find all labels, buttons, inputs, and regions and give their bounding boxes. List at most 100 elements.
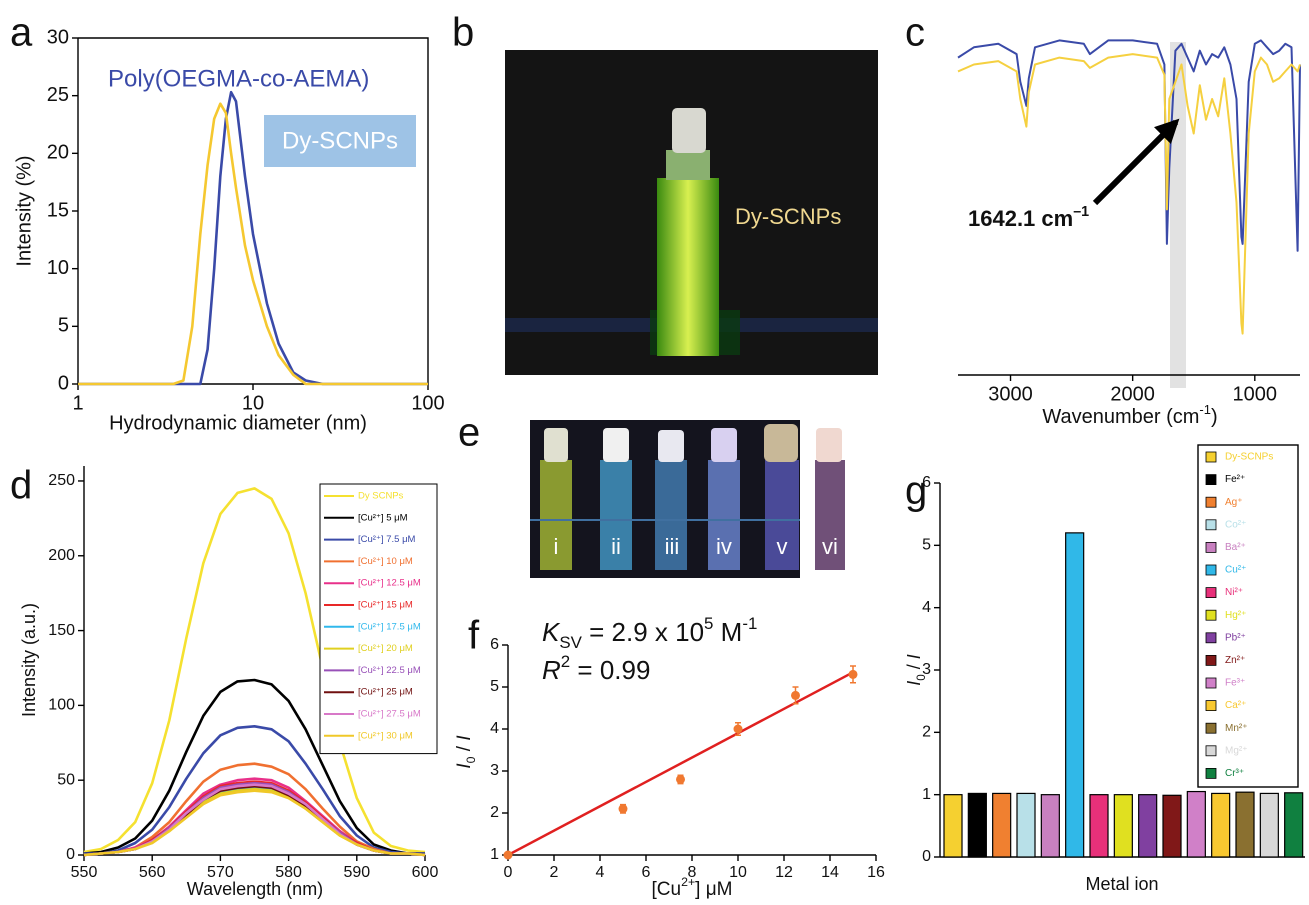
series-line: [83, 762, 426, 857]
legend-swatch: [1205, 587, 1217, 598]
bar: [1235, 791, 1255, 858]
y-axis-label: Intensity (a.u.): [19, 603, 39, 717]
legend-label: Cu²⁺: [1225, 565, 1246, 576]
bar: [1089, 794, 1109, 858]
bar: [1259, 792, 1279, 858]
legend-swatch: [1205, 745, 1217, 757]
legend-swatch: [1205, 519, 1217, 531]
x-axis-label: Wavenumber (cm-1): [1042, 402, 1217, 428]
x-tick-label: 12: [775, 864, 793, 881]
legend-label: Poly(OEGMA-co-AEMA): [108, 65, 369, 92]
data-point: [733, 724, 743, 734]
cuvette-label: iv: [716, 534, 732, 559]
x-tick-label: 550: [71, 864, 98, 881]
annotation: KSV = 2.9 x 105 M-1: [542, 614, 757, 652]
y-tick-label: 10: [47, 257, 69, 279]
x-tick-label: 590: [343, 864, 370, 881]
y-tick-label: 30: [47, 26, 69, 48]
legend-box: [319, 483, 438, 755]
bar: [1211, 792, 1231, 858]
x-tick-label: 1: [72, 392, 83, 414]
y-tick-label: 5: [58, 315, 69, 337]
series-line: [957, 39, 1301, 252]
y-tick-label: 5: [922, 537, 931, 554]
text-part: /: [454, 741, 475, 757]
y-tick-label: 2: [922, 724, 931, 741]
y-tick-label: 100: [48, 697, 75, 714]
legend-label: Co²⁺: [1225, 519, 1246, 530]
text-part: I: [904, 654, 924, 659]
legend-label: Mg²⁺: [1225, 745, 1248, 756]
legend-box: [264, 115, 416, 167]
cuvette-label: vi: [822, 534, 838, 559]
legend-swatch: [1205, 542, 1217, 553]
panel-label: e: [458, 411, 480, 455]
legend-label: Zn²⁺: [1225, 655, 1245, 666]
y-axis-label: I0 / I: [904, 654, 928, 686]
panel-label: b: [452, 11, 474, 55]
x-tick-label: 10: [242, 392, 264, 414]
cuvette-label: ii: [611, 534, 621, 559]
cuvette-label: i: [554, 534, 559, 559]
legend-swatch: [1205, 451, 1217, 463]
legend-label: [Cu²⁺] 30 μM: [358, 730, 413, 741]
text-part: K: [542, 617, 561, 647]
text-part: ): [1211, 406, 1218, 428]
text-part: –1: [1073, 204, 1089, 220]
data-point: [676, 774, 685, 784]
annotation: 1642.1 cm–1: [968, 204, 1089, 231]
legend-label: [Cu²⁺] 27.5 μM: [358, 709, 421, 720]
legend-label: Ag⁺: [1225, 497, 1243, 508]
bar: [1186, 790, 1206, 858]
y-tick-label: 3: [922, 661, 931, 678]
legend-label: Ca²⁺: [1225, 700, 1246, 711]
legend-label: Dy-SCNPs: [282, 127, 398, 154]
y-tick-label: 6: [490, 636, 499, 653]
annotation: R2 = 0.99: [542, 652, 650, 685]
legend-label: Mn²⁺: [1225, 723, 1248, 734]
legend-swatch: [1205, 700, 1217, 711]
text-part: 0: [464, 756, 478, 763]
legend-swatch: [1205, 564, 1217, 576]
legend-label: [Cu²⁺] 5 μM: [358, 512, 408, 523]
bar: [1138, 794, 1158, 858]
x-tick-label: 14: [821, 864, 839, 881]
legend-label: [Cu²⁺] 12.5 μM: [358, 578, 421, 589]
legend-label: [Cu²⁺] 7.5 μM: [358, 534, 416, 545]
x-tick-label: 1000: [1233, 383, 1278, 405]
text-part: = 0.99: [570, 655, 650, 685]
x-tick-label: 600: [412, 864, 439, 881]
bar: [1065, 532, 1085, 858]
x-axis-label: Metal ion: [1085, 874, 1158, 894]
y-axis-label: I0 / I: [454, 735, 478, 769]
series-line: [78, 102, 428, 386]
bar: [1016, 792, 1036, 858]
cuvette-label: iii: [665, 534, 680, 559]
legend-label: Dy SCNPs: [358, 491, 404, 502]
y-tick-label: 200: [48, 547, 75, 564]
x-tick-label: 100: [411, 392, 444, 414]
text-part: SV: [559, 633, 582, 652]
text-part: 2+: [681, 875, 695, 889]
photo-e: [530, 420, 845, 578]
y-tick-label: 6: [922, 474, 931, 491]
y-tick-label: 0: [922, 848, 931, 865]
bar: [992, 792, 1012, 858]
x-tick-label: 16: [867, 864, 885, 881]
fit-line: [507, 671, 854, 857]
legend-label: Hg²⁺: [1225, 610, 1246, 621]
bar: [967, 792, 987, 858]
bar: [1284, 792, 1304, 858]
series-line: [84, 725, 425, 855]
legend-label: Ba²⁺: [1225, 542, 1246, 553]
bar: [1040, 794, 1060, 858]
text-part: 0: [915, 674, 928, 681]
text-part: 2: [561, 652, 570, 671]
legend-label: Fe³⁺: [1225, 678, 1245, 689]
x-tick-label: 3000: [988, 383, 1033, 405]
y-tick-label: 0: [58, 372, 69, 394]
x-tick-label: 4: [596, 864, 605, 881]
text-part: 1642.1 cm: [968, 206, 1073, 231]
panel-label: f: [468, 614, 480, 658]
legend-swatch: [1205, 677, 1217, 689]
